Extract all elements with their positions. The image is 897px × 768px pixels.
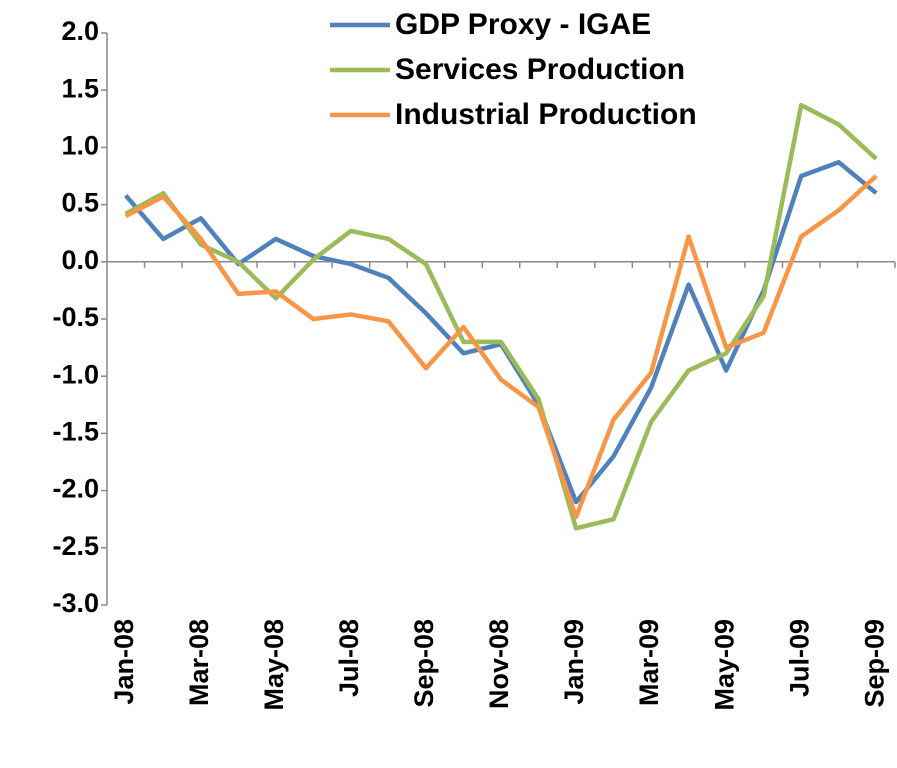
legend-label: Industrial Production	[395, 98, 697, 131]
x-tick-label: Jan-09	[559, 619, 589, 705]
x-tick-label: Jan-08	[109, 619, 139, 705]
x-tick-label: Nov-08	[484, 619, 514, 709]
y-tick-label: 1.0	[61, 131, 99, 161]
y-tick-label: -2.0	[52, 474, 99, 504]
x-tick-label: Mar-08	[184, 619, 214, 706]
series-line	[124, 174, 878, 520]
x-tick-label: Sep-09	[859, 619, 889, 708]
y-tick-label: -1.0	[52, 359, 99, 389]
x-tick-label: Mar-09	[634, 619, 664, 706]
x-tick-label: Sep-08	[409, 619, 439, 708]
legend-label: Services Production	[395, 53, 685, 86]
y-tick-label: 0.0	[61, 245, 99, 275]
legend-label: GDP Proxy - IGAE	[395, 8, 651, 41]
y-tick-label: 2.0	[61, 16, 99, 46]
series-line	[124, 102, 878, 531]
x-tick-label: Jul-09	[784, 619, 814, 697]
y-tick-label: 0.5	[61, 188, 99, 218]
y-tick-label: -3.0	[52, 588, 99, 618]
y-tick-label: -0.5	[52, 302, 99, 332]
y-tick-label: -2.5	[52, 531, 99, 561]
y-tick-label: -1.5	[52, 417, 99, 447]
x-tick-label: Jul-08	[334, 619, 364, 697]
x-tick-label: May-09	[709, 619, 739, 711]
x-tick-label: May-08	[259, 619, 289, 711]
y-tick-label: 1.5	[61, 73, 99, 103]
